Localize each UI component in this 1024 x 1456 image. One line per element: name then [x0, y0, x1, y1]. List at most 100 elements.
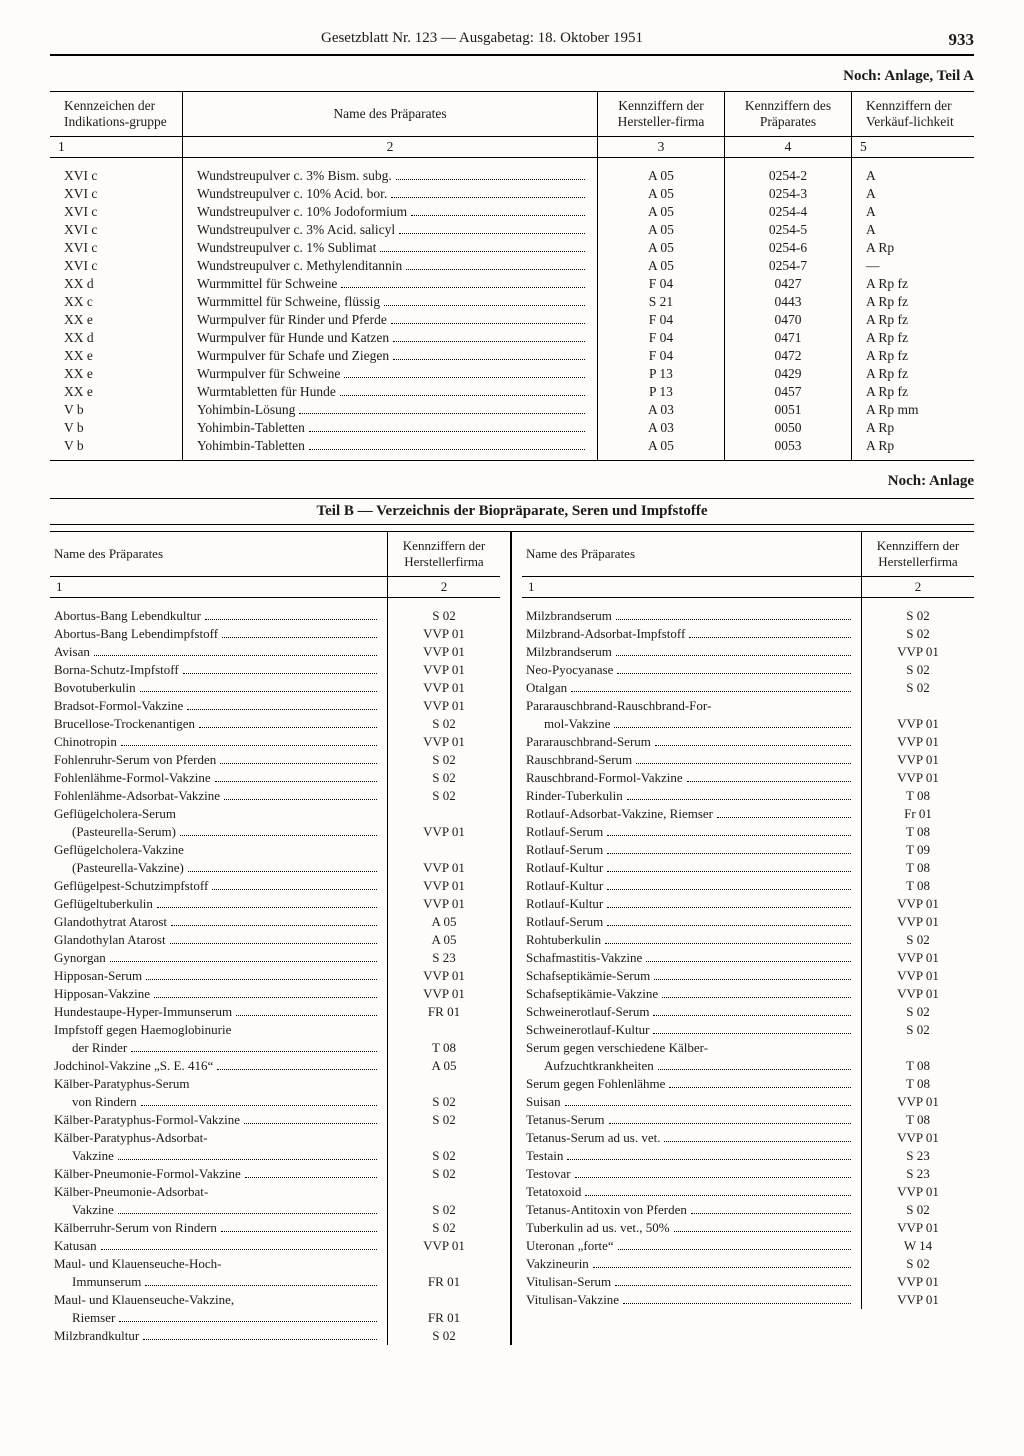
cell-preparation: 0053	[725, 437, 852, 461]
table-row: Glandothytrat AtarostA 05	[50, 913, 500, 931]
cell-name: Wurmpulver für Schafe und Ziegen	[183, 347, 598, 365]
table-row: Kälber-Paratyphus-Formol-VakzineS 02	[50, 1111, 500, 1129]
cell-name: der Rinder	[50, 1039, 388, 1057]
cell-manufacturer: A 05	[598, 203, 725, 221]
cell-name: Wurmmittel für Schweine	[183, 275, 598, 293]
table-a-colnum-3: 3	[598, 137, 725, 158]
cell-name: Avisan	[50, 643, 388, 661]
cell-preparation: 0254-7	[725, 257, 852, 275]
table-row: Rotlauf-KulturT 08	[522, 877, 974, 895]
cell-salability: A	[852, 221, 975, 239]
cell-name: Pararauschbrand-Serum	[522, 733, 862, 751]
cell-name: Tetanus-Serum ad us. vet.	[522, 1129, 862, 1147]
cell-name: Wundstreupulver c. 1% Sublimat	[183, 239, 598, 257]
cell-name: Geflügelcholera-Vakzine	[50, 841, 388, 859]
cell-code: S 02	[862, 598, 975, 626]
table-row: Abortus-Bang LebendkulturS 02	[50, 598, 500, 626]
cell-code: VVP 01	[388, 679, 501, 697]
table-row: TestainS 23	[522, 1147, 974, 1165]
cell-code: S 02	[388, 1201, 501, 1219]
cell-code: T 08	[862, 877, 975, 895]
cell-code: A 05	[388, 913, 501, 931]
table-row: Bradsot-Formol-VakzineVVP 01	[50, 697, 500, 715]
cell-salability: A Rp	[852, 419, 975, 437]
table-row: XVI cWundstreupulver c. 3% Bism. subg.A …	[50, 158, 974, 186]
cell-indication: XX d	[50, 329, 183, 347]
cell-indication: XX e	[50, 383, 183, 401]
cell-name: Wundstreupulver c. 10% Jodoformium	[183, 203, 598, 221]
table-row: Fohlenruhr-Serum von PferdenS 02	[50, 751, 500, 769]
table-row: Milzbrand-Adsorbat-ImpfstoffS 02	[522, 625, 974, 643]
cell-manufacturer: S 21	[598, 293, 725, 311]
table-row: Rauschbrand-Formol-VakzineVVP 01	[522, 769, 974, 787]
cell-code: S 02	[388, 1219, 501, 1237]
cell-salability: A Rp fz	[852, 275, 975, 293]
cell-code: VVP 01	[862, 733, 975, 751]
cell-name: Maul- und Klauenseuche-Hoch-	[50, 1255, 388, 1273]
cell-code: VVP 01	[862, 985, 975, 1003]
cell-code: VVP 01	[862, 715, 975, 733]
table-row: Kälberruhr-Serum von RindernS 02	[50, 1219, 500, 1237]
cell-code: S 02	[388, 1093, 501, 1111]
cell-code: VVP 01	[388, 697, 501, 715]
table-row: RiemserFR 01	[50, 1309, 500, 1327]
table-row: Maul- und Klauenseuche-Hoch-	[50, 1255, 500, 1273]
cell-code: S 02	[862, 931, 975, 949]
table-row: Schafseptikämie-SerumVVP 01	[522, 967, 974, 985]
cell-name: Vakzineurin	[522, 1255, 862, 1273]
cell-manufacturer: P 13	[598, 365, 725, 383]
table-row: Geflügelcholera-Vakzine	[50, 841, 500, 859]
cell-manufacturer: A 05	[598, 437, 725, 461]
cell-name: Immunserum	[50, 1273, 388, 1291]
table-b-colnum-2: 2	[862, 577, 975, 598]
cell-name: Yohimbin-Lösung	[183, 401, 598, 419]
cell-name: Rohtuberkulin	[522, 931, 862, 949]
cell-preparation: 0471	[725, 329, 852, 347]
cell-name: Rinder-Tuberkulin	[522, 787, 862, 805]
cell-salability: A	[852, 185, 975, 203]
cell-code: T 09	[862, 841, 975, 859]
cell-name: Brucellose-Trockenantigen	[50, 715, 388, 733]
cell-code: VVP 01	[862, 1129, 975, 1147]
table-row: Rotlauf-KulturVVP 01	[522, 895, 974, 913]
cell-code	[388, 1255, 501, 1273]
cell-name: Otalgan	[522, 679, 862, 697]
table-row: XVI cWundstreupulver c. 10% JodoformiumA…	[50, 203, 974, 221]
table-row: Tetanus-Serum ad us. vet.VVP 01	[522, 1129, 974, 1147]
cell-name: Neo-Pyocyanase	[522, 661, 862, 679]
cell-code: VVP 01	[388, 985, 501, 1003]
cell-name: Geflügelpest-Schutzimpfstoff	[50, 877, 388, 895]
cell-name: Milzbrandserum	[522, 643, 862, 661]
cell-name: Uteronan „forte“	[522, 1237, 862, 1255]
cell-manufacturer: P 13	[598, 383, 725, 401]
cell-code: S 02	[388, 1111, 501, 1129]
cell-code: S 02	[862, 1021, 975, 1039]
table-row: XVI cWundstreupulver c. 1% SublimatA 050…	[50, 239, 974, 257]
table-row: der RinderT 08	[50, 1039, 500, 1057]
cell-name: Tetatoxoid	[522, 1183, 862, 1201]
cell-manufacturer: A 03	[598, 401, 725, 419]
cell-manufacturer: A 03	[598, 419, 725, 437]
cell-code: VVP 01	[862, 751, 975, 769]
table-b-header-1: Name des Präparates	[522, 532, 862, 577]
cell-code: T 08	[862, 823, 975, 841]
cell-preparation: 0254-6	[725, 239, 852, 257]
cell-code: A 05	[388, 931, 501, 949]
cell-code: S 02	[388, 1147, 501, 1165]
table-row: Serum gegen verschiedene Kälber-	[522, 1039, 974, 1057]
cell-name: Schweinerotlauf-Serum	[522, 1003, 862, 1021]
cell-code: FR 01	[388, 1273, 501, 1291]
table-row: Uteronan „forte“W 14	[522, 1237, 974, 1255]
cell-salability: A Rp mm	[852, 401, 975, 419]
table-row: AufzuchtkrankheitenT 08	[522, 1057, 974, 1075]
table-row: Schweinerotlauf-SerumS 02	[522, 1003, 974, 1021]
cell-name: Impfstoff gegen Haemoglobinurie	[50, 1021, 388, 1039]
cell-code: S 02	[388, 1327, 501, 1345]
table-row: Jodchinol-Vakzine „S. E. 416“A 05	[50, 1057, 500, 1075]
table-row: von RindernS 02	[50, 1093, 500, 1111]
table-row: ChinotropinVVP 01	[50, 733, 500, 751]
table-row: Kälber-Paratyphus-Serum	[50, 1075, 500, 1093]
cell-indication: XX e	[50, 347, 183, 365]
table-b-left: Name des Präparates Kennziffern der Hers…	[50, 532, 512, 1345]
table-row: Brucellose-TrockenantigenS 02	[50, 715, 500, 733]
